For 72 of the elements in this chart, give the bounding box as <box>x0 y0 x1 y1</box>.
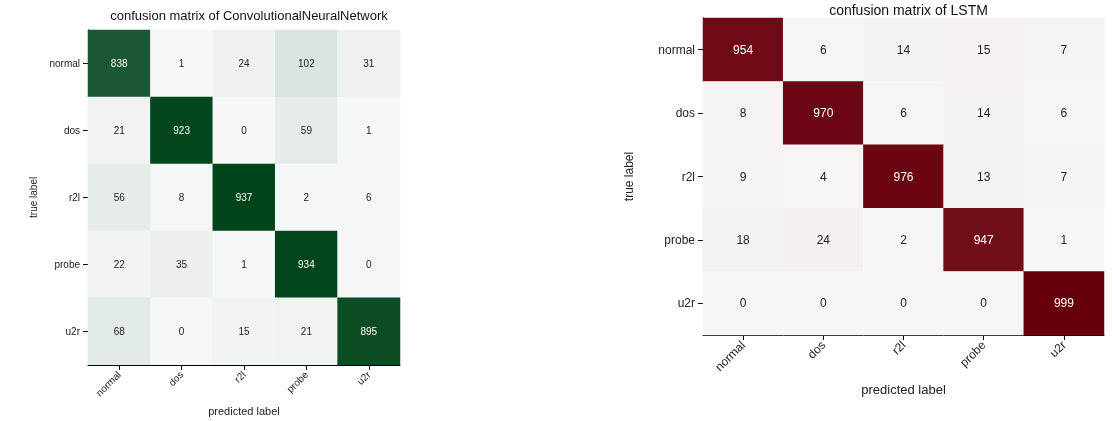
y-tick-label: probe <box>54 258 81 270</box>
data-label: 895 <box>360 325 378 337</box>
data-label: 24 <box>816 232 831 247</box>
x-axis-title: predicted label <box>861 382 946 397</box>
data-label: 0 <box>980 296 988 311</box>
data-label: 6 <box>1060 106 1068 121</box>
data-label: 56 <box>113 191 126 203</box>
data-label: 24 <box>238 57 250 69</box>
y-axis-title: true label <box>27 176 39 218</box>
chart-title: confusion matrix of ConvolutionalNeuralNetwork <box>110 8 389 23</box>
data-label: 8 <box>178 191 185 203</box>
data-label: 13 <box>977 169 991 184</box>
data-label: 6 <box>819 42 827 57</box>
data-label: 0 <box>178 325 185 337</box>
data-label: 22 <box>113 258 126 270</box>
x-tick-label: u2r <box>354 368 374 387</box>
data-label: 0 <box>819 296 827 311</box>
y-tick-label: dos <box>63 124 80 136</box>
data-label: 1 <box>366 124 373 136</box>
data-label: 1 <box>1060 232 1068 247</box>
data-label: 15 <box>238 325 250 337</box>
data-label: 21 <box>113 124 126 136</box>
data-label: 0 <box>366 258 373 270</box>
data-label: 838 <box>110 57 128 69</box>
data-label: 1 <box>178 57 185 69</box>
data-label: 947 <box>973 232 995 247</box>
y-tick-label: r2l <box>681 169 695 184</box>
y-tick-label: normal <box>658 42 695 57</box>
data-label: 0 <box>241 124 248 136</box>
x-tick-label: r2l <box>889 338 909 358</box>
data-label: 0 <box>739 296 747 311</box>
x-tick-label: dos <box>166 368 186 389</box>
data-label: 923 <box>173 124 191 136</box>
data-label: 7 <box>1060 169 1068 184</box>
data-label: 0 <box>900 296 908 311</box>
y-tick-label: u2r <box>65 325 81 337</box>
data-label: 59 <box>300 124 313 136</box>
y-axis-title: true label <box>622 151 636 202</box>
data-label: 954 <box>733 42 754 57</box>
data-label: 976 <box>893 169 914 184</box>
data-label: 15 <box>977 42 991 57</box>
data-label: 18 <box>736 232 751 247</box>
y-tick-label: r2l <box>68 191 80 203</box>
data-label: 102 <box>298 57 316 69</box>
data-label: 14 <box>896 42 911 57</box>
data-label: 4 <box>819 169 827 184</box>
x-axis-title: predicted label <box>208 404 280 417</box>
data-label: 6 <box>366 191 373 203</box>
data-label: 8 <box>739 106 747 121</box>
data-label: 31 <box>363 57 375 69</box>
data-label: 937 <box>235 191 253 203</box>
data-label: 970 <box>813 106 834 121</box>
x-tick-label: dos <box>804 338 829 362</box>
y-tick-label: normal <box>49 57 80 69</box>
x-tick-label: u2r <box>1046 338 1069 361</box>
data-label: 934 <box>298 258 316 270</box>
data-label: 2 <box>900 232 908 247</box>
data-label: 1 <box>241 258 248 270</box>
chart-title: confusion matrix of LSTM <box>829 2 988 18</box>
data-label: 35 <box>176 258 188 270</box>
data-label: 6 <box>900 106 908 121</box>
y-tick-label: probe <box>664 232 696 247</box>
data-label: 7 <box>1060 42 1068 57</box>
data-label: 21 <box>300 325 313 337</box>
data-label: 9 <box>739 169 747 184</box>
data-label: 2 <box>303 191 310 203</box>
data-label: 68 <box>113 325 126 337</box>
data-label: 14 <box>977 106 991 121</box>
y-tick-label: u2r <box>677 296 695 311</box>
x-tick-label: r2l <box>232 368 248 385</box>
data-label: 999 <box>1053 296 1075 311</box>
y-tick-label: dos <box>675 106 695 121</box>
